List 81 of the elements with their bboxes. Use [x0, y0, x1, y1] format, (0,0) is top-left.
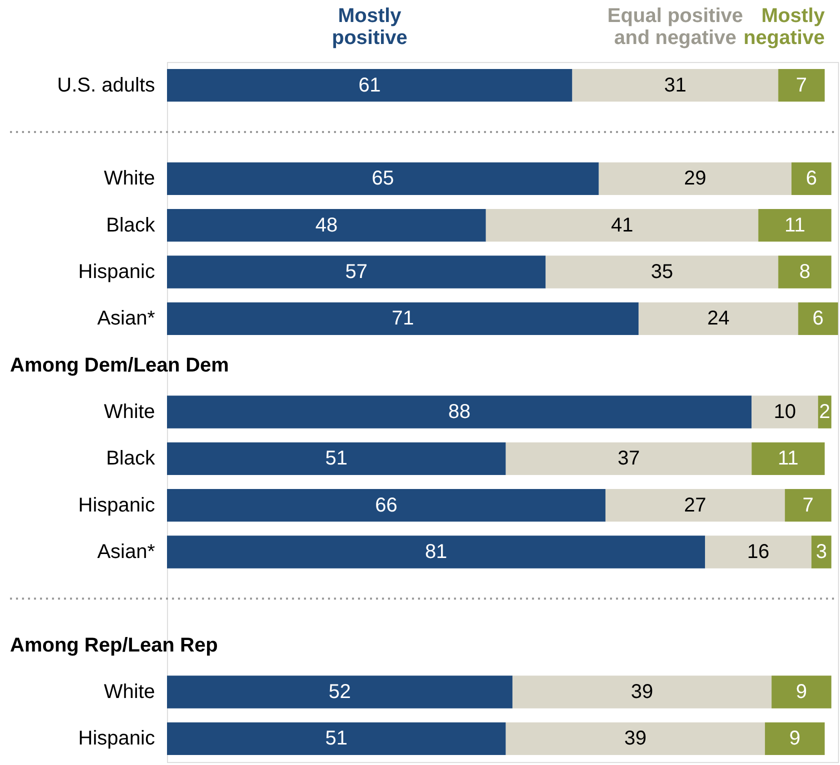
data-label: 16	[747, 541, 770, 563]
bar	[167, 256, 546, 288]
bar	[546, 256, 778, 288]
bar	[167, 442, 506, 475]
bar	[167, 722, 506, 755]
data-label: 71	[392, 308, 414, 330]
data-label: 57	[345, 261, 368, 283]
bar	[167, 396, 752, 428]
data-label: 2	[819, 401, 830, 423]
bar	[784, 489, 832, 522]
y-tick-label: Black	[106, 214, 156, 236]
data-label: 65	[372, 168, 394, 190]
bar	[778, 256, 832, 288]
bar	[486, 209, 758, 242]
data-label: 11	[784, 214, 806, 236]
bar	[598, 162, 792, 195]
bar	[798, 302, 838, 335]
bar	[167, 302, 639, 335]
data-label: 8	[799, 261, 810, 283]
bar	[167, 69, 572, 102]
series-label: Mostly negative	[744, 5, 826, 49]
data-label: 11	[778, 448, 799, 470]
y-tick-label: White	[104, 401, 155, 423]
bar	[167, 489, 606, 522]
bar	[791, 162, 832, 195]
series-label: Mostly positive	[332, 5, 408, 49]
bar	[758, 209, 832, 242]
bar	[772, 676, 832, 708]
series-label: Equal positive and negative	[607, 5, 744, 49]
data-label: 7	[796, 74, 808, 96]
bar	[752, 442, 825, 475]
bar	[605, 489, 785, 522]
bar	[811, 536, 832, 568]
bar	[778, 69, 825, 102]
bar	[572, 69, 778, 102]
y-tick-label: White	[104, 681, 155, 703]
bar	[705, 536, 812, 568]
bar	[512, 676, 772, 708]
y-tick-label: U.S. adults	[57, 74, 155, 96]
data-label: 39	[624, 728, 646, 750]
bar	[167, 536, 706, 568]
data-label: 31	[664, 74, 686, 96]
bar	[167, 209, 486, 242]
y-tick-label: Hispanic	[78, 261, 155, 283]
y-tick-label: Asian*	[97, 541, 156, 563]
data-label: 10	[774, 401, 796, 423]
data-label: 51	[325, 728, 348, 750]
data-label: 88	[448, 401, 470, 423]
data-label: 29	[684, 168, 706, 190]
data-label: 41	[610, 214, 634, 236]
data-label: 6	[806, 168, 817, 190]
data-label: 61	[358, 74, 381, 96]
y-tick-label: Among Rep/Lean Rep	[10, 634, 218, 656]
y-tick-label: Asian*	[97, 308, 156, 330]
data-label: 9	[796, 681, 808, 703]
y-tick-label: White	[104, 168, 155, 190]
y-tick-label: Black	[106, 448, 156, 470]
bar	[506, 442, 752, 475]
bar	[167, 676, 512, 708]
data-label: 35	[650, 261, 674, 283]
data-label: 6	[812, 308, 824, 330]
data-label: 51	[325, 448, 348, 470]
data-label: 7	[802, 494, 814, 516]
bar	[638, 302, 798, 335]
bar	[167, 162, 599, 195]
bar	[764, 722, 825, 755]
data-label: 24	[707, 308, 730, 330]
y-tick-label: Hispanic	[78, 728, 155, 750]
y-tick-label: Hispanic	[78, 494, 155, 516]
data-label: 37	[618, 448, 640, 470]
data-label: 81	[424, 541, 448, 563]
bar	[506, 722, 765, 755]
y-tick-label: Among Dem/Lean Dem	[10, 354, 229, 376]
data-label: 48	[315, 214, 338, 236]
data-label: 66	[375, 494, 398, 516]
data-label: 27	[684, 494, 706, 516]
data-label: 39	[630, 681, 654, 703]
data-label: 3	[816, 541, 827, 563]
bar	[752, 396, 818, 428]
data-label: 9	[789, 728, 800, 750]
data-label: 52	[328, 681, 351, 703]
